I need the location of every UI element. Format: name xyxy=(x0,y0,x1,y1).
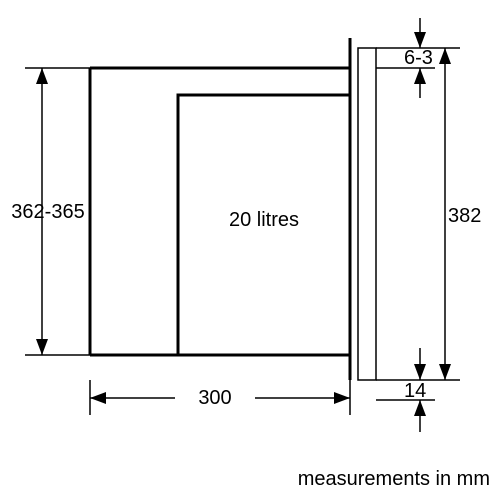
dim-right-arrow-down xyxy=(439,364,451,380)
dim-right-arrow-up xyxy=(439,48,451,64)
dim-bot-label: 300 xyxy=(198,387,231,409)
dim-botgap-arrow-up xyxy=(414,400,426,416)
dim-left-arrow-up xyxy=(36,68,48,84)
appliance-dimension-diagram: 20 litres 362-365 300 382 6-3 14 measure… xyxy=(0,0,500,500)
dim-left-label: 362-365 xyxy=(11,201,84,223)
dim-botgap-label: 14 xyxy=(404,380,426,402)
dim-topgap-arrow-dn xyxy=(414,32,426,48)
dim-botgap-arrow-dn xyxy=(414,364,426,380)
dim-topgap-label: 6-3 xyxy=(404,47,433,69)
dim-right-label: 382 xyxy=(448,205,481,227)
cavity-volume-label: 20 litres xyxy=(229,209,299,231)
dim-topgap-arrow-up xyxy=(414,68,426,84)
units-caption: measurements in mm xyxy=(298,468,490,490)
dim-bot-arrow-l xyxy=(90,392,106,404)
dim-bot-arrow-r xyxy=(334,392,350,404)
dim-left-arrow-down xyxy=(36,339,48,355)
front-panel-rect xyxy=(358,48,376,380)
